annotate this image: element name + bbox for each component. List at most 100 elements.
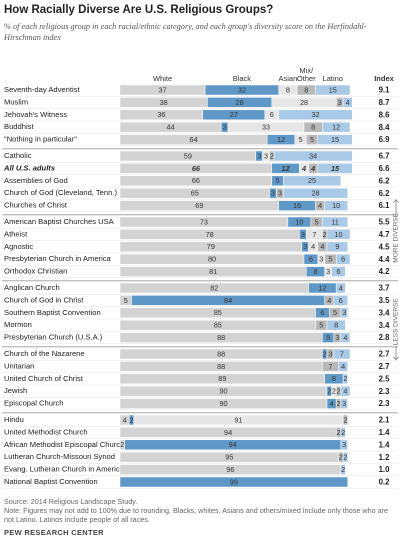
index-value: 2.3 [379,387,391,396]
value-label: 80 [208,255,216,264]
value-label: 78 [206,230,214,239]
index-value: 2.3 [379,399,391,408]
value-label: 2 [327,387,331,396]
index-header: Index [374,74,394,83]
value-label: 69 [195,201,203,210]
index-value: 1.2 [379,453,391,462]
category-label: Hindu [4,415,24,424]
bar-segment [317,163,353,174]
value-label: 8 [313,267,317,276]
bar-segment [326,229,351,240]
bar-segment [326,241,348,253]
value-label: 12 [282,164,290,173]
value-label: 5 [326,333,330,342]
annotation: MORE DIVERSE [393,212,400,263]
bar-segment [340,398,348,409]
value-label: 3 [301,230,305,239]
bar-segment [119,476,348,488]
credit: PEW RESEARCH CENTER [4,528,104,537]
value-label: 66 [192,176,200,185]
bar-segment [340,332,351,343]
value-label: 5 [310,135,314,144]
bar-segment [322,216,348,228]
value-label: 28 [236,98,244,107]
chart-subtitle: % of each religious group in each racial… [4,22,367,42]
value-label: 4 [341,362,345,371]
value-label: 2 [341,465,345,474]
value-label: 8 [311,123,315,132]
index-value: 2.5 [379,374,391,383]
bar-segment [283,175,342,187]
category-label: Agnostic [4,242,33,251]
bar-segment [340,385,351,397]
index-value: 4.7 [379,230,390,239]
bar-segment [342,414,348,426]
note: Note: Figures may not add to 100% due to… [4,506,388,524]
value-label: 82 [210,283,218,292]
index-value: 3.4 [379,321,391,330]
value-label: 88 [217,349,225,358]
value-label: 95 [225,453,233,462]
value-label: 4 [330,399,334,408]
bar-segment [340,439,348,451]
category-label: Unitarian [4,361,34,370]
index-value: 8.4 [379,123,391,132]
category-label: "Nothing in particular" [4,135,77,144]
value-label: 59 [184,151,192,160]
category-label: All U.S. adults [3,163,55,172]
value-label: 64 [190,135,198,144]
value-label: 3 [264,151,268,160]
value-label: 3 [223,123,227,132]
index-value: 8.7 [379,98,390,107]
value-label: 15 [331,135,339,144]
value-label: 28 [300,98,308,107]
value-label: 3 [342,440,346,449]
bar-segment [340,464,346,475]
index-value: 4.4 [379,255,391,264]
category-label: United Methodist Church [4,427,88,436]
bar-segment [340,427,346,438]
value-label: 5 [299,135,303,144]
value-label: 2 [339,453,343,462]
value-label: 5 [328,255,332,264]
category-label: American Baptist Churches USA [4,217,115,226]
value-label: 2 [343,374,347,383]
bar-segment [322,121,351,133]
value-label: 65 [191,189,199,198]
index-value: 1.0 [379,465,391,474]
source: Source: 2014 Religious Landscape Study. [4,497,138,506]
value-label: 99 [230,477,238,486]
index-value: 4.5 [379,242,391,251]
value-label: 37 [158,85,166,94]
index-value: 8.6 [379,110,391,119]
value-label: 3 [328,349,332,358]
bar-segment [340,307,348,319]
index-value: 2.8 [379,333,391,342]
bar-segment [331,266,346,277]
bar-segment [283,187,348,199]
value-label: 3 [303,242,307,251]
index-value: 6.2 [379,176,391,185]
value-label: 33 [262,123,270,132]
arrow [393,345,399,361]
value-label: 15 [331,164,340,173]
index-value: 6.6 [379,164,391,173]
value-label: 28 [311,189,319,198]
value-label: 8 [332,374,336,383]
value-label: 66 [192,164,201,173]
category-label: Seventh-day Adventist [4,85,80,94]
category-label: Mormon [4,320,32,329]
value-label: 2 [343,453,347,462]
bar-segment [278,109,353,121]
index-value: 2.7 [379,350,390,359]
bar-segment [326,319,346,331]
value-label: 79 [207,242,215,251]
value-label: 2 [120,440,124,449]
value-label: 5 [319,321,323,330]
value-label: 4 [343,387,347,396]
value-label: 6 [309,255,313,264]
category-label: United Church of Christ [4,374,84,383]
bar-segment [338,361,348,372]
value-label: 4 [318,201,322,210]
